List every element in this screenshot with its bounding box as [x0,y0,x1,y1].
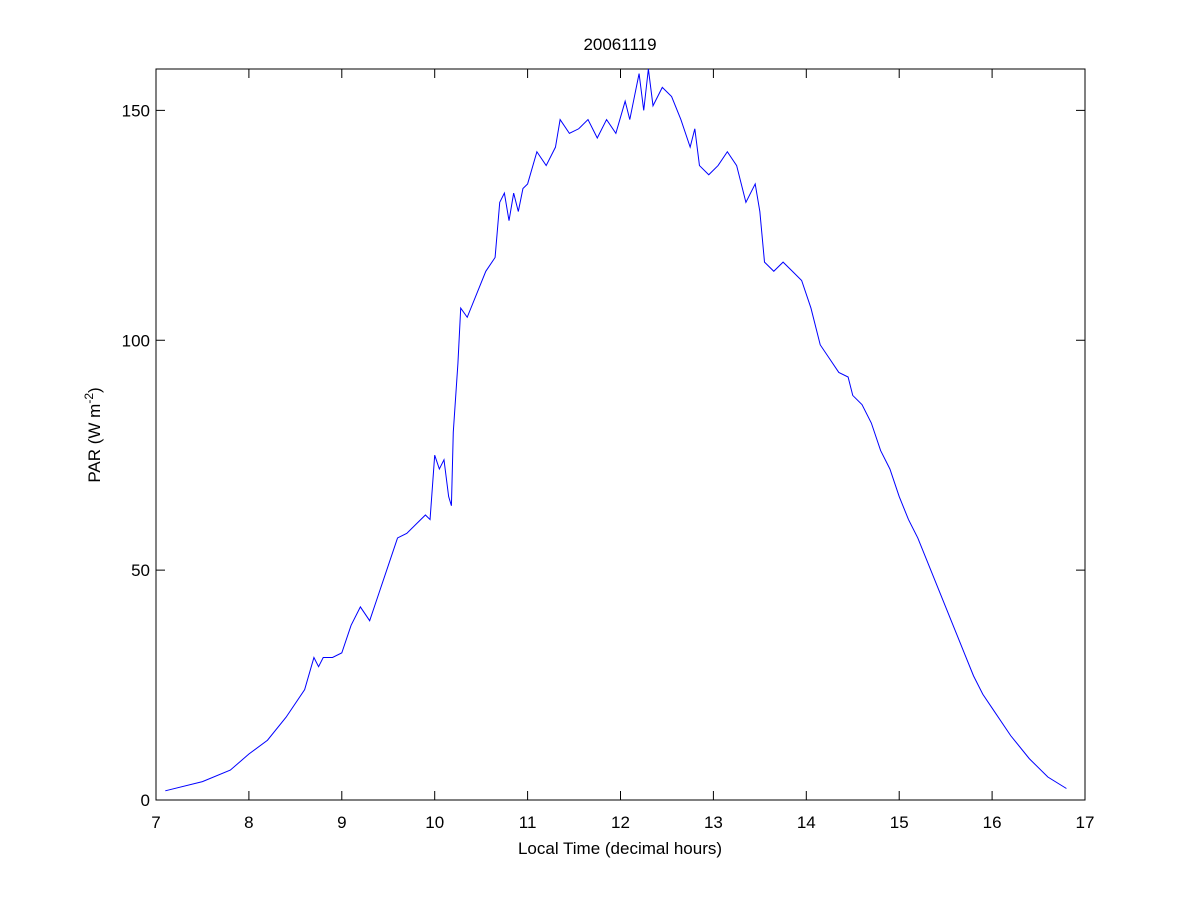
x-tick-label: 7 [151,813,160,832]
x-tick-label: 13 [704,813,723,832]
y-label-tail: ) [85,387,104,393]
y-tick-label: 50 [131,561,150,580]
y-tick-label: 0 [141,791,150,810]
y-tick-label: 100 [122,331,150,350]
chart-title: 20061119 [583,35,656,54]
x-axis-label: Local Time (decimal hours) [518,839,722,858]
y-label-sup: -2 [82,393,96,404]
x-tick-label: 11 [519,813,537,832]
x-tick-label: 14 [797,813,816,832]
x-tick-label: 15 [890,813,909,832]
plot-area [155,68,1086,801]
x-tick-label: 10 [425,813,444,832]
data-line [165,68,1067,792]
x-tick-label: 9 [337,813,346,832]
x-tick-label: 8 [244,813,253,832]
x-tick-label: 16 [983,813,1002,832]
y-label-main: PAR (W m [85,404,104,483]
y-axis-label: PAR (W m-2) [82,387,104,482]
y-tick-label: 150 [122,101,150,120]
x-tick-label: 17 [1076,813,1095,832]
x-tick-label: 12 [611,813,630,832]
